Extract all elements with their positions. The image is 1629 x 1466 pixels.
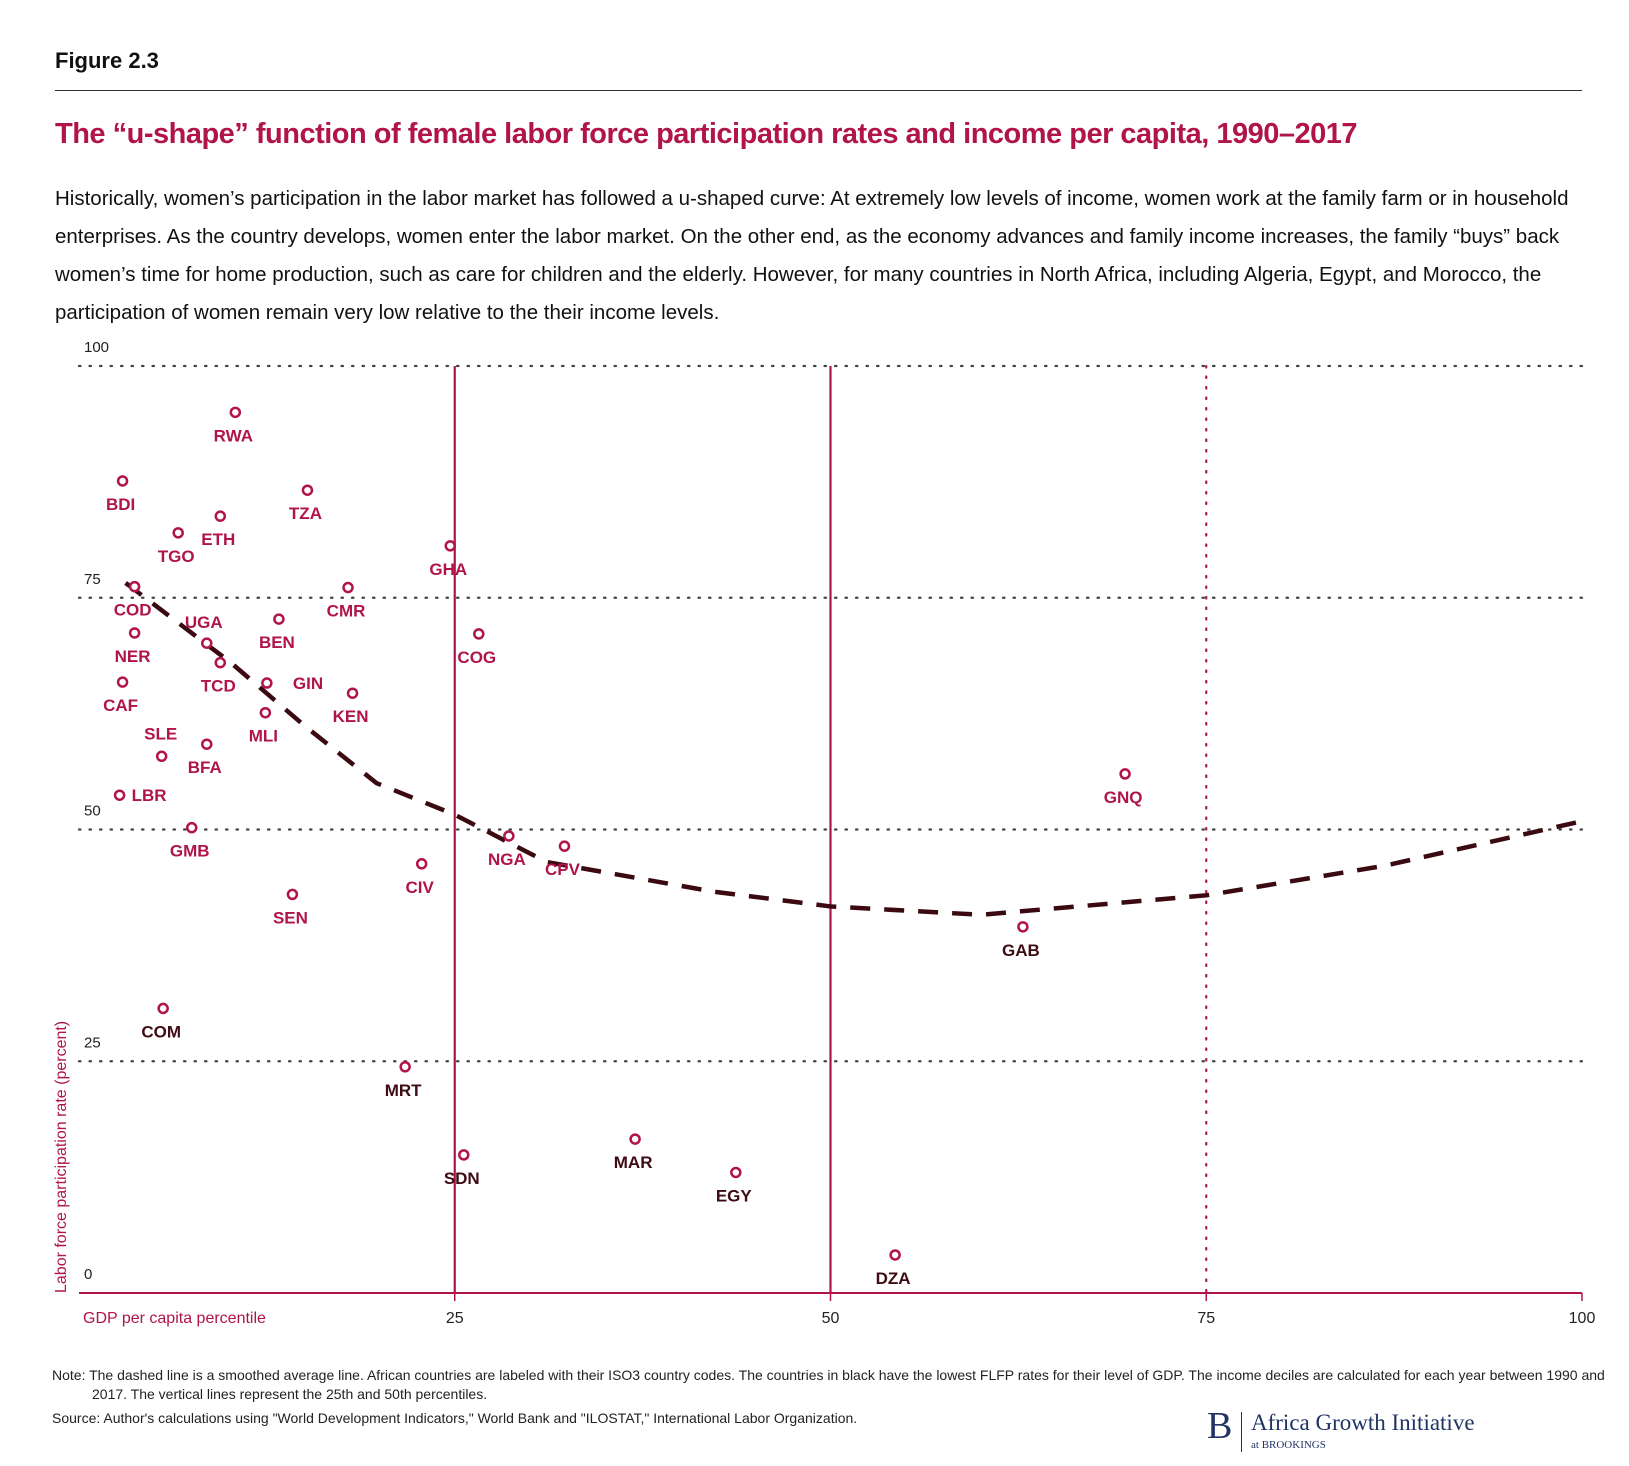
point bbox=[201, 637, 213, 649]
point-label: GHA bbox=[429, 560, 467, 579]
point-label: BDI bbox=[106, 495, 135, 514]
point-label: UGA bbox=[185, 613, 223, 632]
x-axis-label: GDP per capita percentile bbox=[83, 1310, 266, 1327]
x-tick-label: 100 bbox=[1569, 1310, 1596, 1327]
point bbox=[444, 540, 456, 552]
point-label: CMR bbox=[327, 602, 366, 621]
point-label: DZA bbox=[876, 1269, 911, 1288]
point bbox=[185, 821, 198, 834]
point bbox=[261, 677, 273, 689]
trend-line bbox=[124, 581, 1583, 918]
point bbox=[473, 628, 485, 640]
point bbox=[273, 613, 285, 625]
point-label: TZA bbox=[289, 504, 322, 523]
y-tick-label: 25 bbox=[84, 1034, 101, 1051]
point bbox=[503, 830, 515, 842]
point-label: MRT bbox=[385, 1081, 422, 1100]
point bbox=[116, 475, 129, 487]
point-label: MAR bbox=[614, 1153, 653, 1172]
point bbox=[172, 527, 184, 539]
point bbox=[113, 789, 126, 801]
point-label: SLE bbox=[144, 724, 177, 743]
point-label: GNQ bbox=[1104, 788, 1143, 807]
point bbox=[629, 1133, 641, 1145]
y-axis-label: Labor force participation rate (percent) bbox=[53, 1021, 70, 1293]
point-label: NER bbox=[115, 647, 151, 666]
point bbox=[128, 627, 141, 639]
x-tick-label: 75 bbox=[1197, 1310, 1215, 1327]
point-label: KEN bbox=[333, 707, 369, 726]
y-tick-label: 75 bbox=[84, 571, 101, 588]
figure-label: Figure 2.3 bbox=[55, 48, 159, 73]
point bbox=[286, 888, 299, 901]
point bbox=[259, 706, 272, 719]
logo-name: Africa Growth Initiative bbox=[1251, 1410, 1475, 1435]
point-label: RWA bbox=[214, 426, 253, 445]
point bbox=[128, 580, 141, 593]
x-tick-label: 50 bbox=[822, 1310, 840, 1327]
point bbox=[415, 858, 428, 870]
point-label: SEN bbox=[273, 908, 308, 927]
note: Note: The dashed line is a smoothed aver… bbox=[52, 1367, 1605, 1402]
point-label: TCD bbox=[201, 677, 236, 696]
point-label: BFA bbox=[188, 758, 222, 777]
point-label: NGA bbox=[488, 850, 526, 869]
point-label: GMB bbox=[170, 842, 210, 861]
point-label: BEN bbox=[259, 633, 295, 652]
source: Source: Author's calculations using "Wor… bbox=[52, 1410, 858, 1426]
point-label: COM bbox=[141, 1022, 181, 1041]
point-label: CAF bbox=[103, 696, 138, 715]
point bbox=[399, 1061, 411, 1073]
point bbox=[157, 1002, 169, 1015]
logo-bar bbox=[1241, 1412, 1242, 1452]
logo-letter: B bbox=[1207, 1405, 1233, 1447]
point bbox=[1119, 768, 1131, 780]
chart-title: The “u-shape” function of female labor f… bbox=[55, 118, 1358, 150]
point bbox=[458, 1149, 470, 1161]
chart-subtitle: Historically, women’s participation in t… bbox=[55, 187, 1569, 324]
point-label: COG bbox=[457, 648, 496, 667]
point bbox=[1017, 921, 1029, 933]
point bbox=[116, 676, 129, 688]
rule bbox=[55, 90, 1582, 91]
logo-sub: at BROOKINGS bbox=[1251, 1439, 1326, 1451]
point bbox=[730, 1166, 742, 1179]
point bbox=[214, 656, 227, 669]
point bbox=[229, 406, 242, 419]
point-label: LBR bbox=[132, 786, 167, 805]
point-label: SDN bbox=[444, 1169, 480, 1188]
y-tick-label: 100 bbox=[84, 339, 109, 356]
point bbox=[155, 750, 168, 763]
x-tick-label: 25 bbox=[446, 1310, 464, 1327]
point-label: CIV bbox=[406, 878, 435, 897]
point-label: MLI bbox=[249, 727, 278, 746]
point-label: GAB bbox=[1002, 941, 1040, 960]
y-tick-label: 50 bbox=[84, 803, 101, 820]
point bbox=[889, 1249, 901, 1261]
point-label: GIN bbox=[293, 674, 323, 693]
point-label: ETH bbox=[201, 530, 235, 549]
point-label: TGO bbox=[158, 547, 195, 566]
y-tick-label: 0 bbox=[84, 1266, 92, 1283]
point bbox=[201, 738, 213, 750]
point-label: EGY bbox=[716, 1186, 753, 1205]
point bbox=[346, 687, 359, 699]
point bbox=[558, 840, 571, 852]
point bbox=[301, 484, 314, 496]
point bbox=[342, 581, 354, 594]
point-label: CPV bbox=[545, 860, 581, 879]
point bbox=[214, 510, 227, 522]
point-label: COD bbox=[114, 601, 152, 620]
